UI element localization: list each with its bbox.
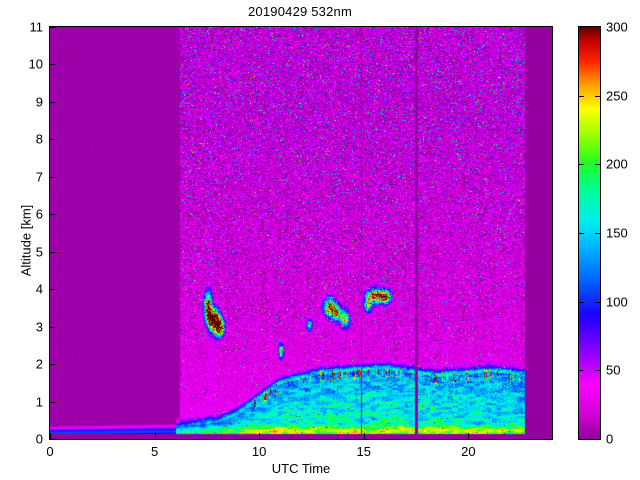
y-tick-mark — [50, 176, 56, 178]
y-tick-label: 11 — [29, 19, 44, 35]
heatmap-canvas — [50, 27, 552, 439]
colorbar-tick-mark — [579, 95, 584, 97]
y-tick-label: 5 — [35, 244, 43, 260]
colorbar-tick-label: 150 — [606, 225, 628, 241]
colorbar-tick-mark — [579, 164, 584, 166]
colorbar-tick-mark — [595, 370, 600, 372]
colorbar-tick-mark — [579, 301, 584, 303]
x-tick-label: 20 — [461, 444, 476, 459]
y-tick-mark — [50, 214, 56, 216]
x-tick-mark — [468, 433, 470, 439]
colorbar-tick-mark — [595, 95, 600, 97]
x-tick-label: 0 — [46, 444, 54, 459]
colorbar — [578, 26, 601, 440]
page-title: 20190429 532nm — [247, 4, 352, 19]
colorbar-tick-label: 250 — [606, 88, 628, 104]
colorbar-canvas — [579, 27, 600, 439]
colorbar-tick-label: 300 — [606, 19, 628, 35]
y-tick-label: 1 — [35, 394, 43, 410]
x-tick-label: 10 — [251, 444, 267, 459]
x-tick-mark — [50, 433, 51, 439]
y-tick-label: 8 — [35, 131, 43, 147]
y-tick-mark — [50, 251, 56, 253]
y-tick-mark — [50, 439, 56, 440]
colorbar-tick-label: 100 — [606, 294, 628, 310]
x-tick-label: 15 — [356, 444, 371, 459]
colorbar-tick-mark — [595, 301, 600, 303]
colorbar-tick-label: 50 — [606, 362, 621, 378]
y-tick-label: 6 — [35, 206, 43, 222]
colorbar-tick-mark — [595, 233, 600, 234]
y-tick-mark — [50, 27, 56, 28]
y-tick-label: 3 — [35, 319, 43, 335]
y-tick-label: 4 — [35, 281, 43, 297]
y-tick-mark — [50, 364, 56, 366]
y-tick-mark — [50, 139, 56, 141]
y-tick-mark — [50, 289, 56, 291]
y-tick-mark — [50, 101, 56, 103]
x-axis-label: UTC Time — [271, 461, 331, 476]
colorbar-tick-label: 0 — [606, 431, 614, 447]
x-tick-mark — [154, 433, 156, 439]
colorbar-tick-label: 200 — [606, 156, 628, 172]
x-tick-label: 5 — [150, 444, 159, 459]
y-tick-mark — [50, 326, 56, 328]
y-tick-label: 10 — [28, 56, 43, 72]
y-tick-label: 0 — [35, 431, 43, 447]
x-tick-mark — [259, 433, 261, 439]
colorbar-tick-mark — [579, 233, 584, 234]
plot-area — [49, 26, 553, 440]
colorbar-tick-mark — [595, 164, 600, 166]
y-tick-mark — [50, 64, 56, 66]
x-tick-mark — [363, 433, 365, 439]
y-tick-label: 2 — [35, 356, 43, 372]
y-tick-mark — [50, 401, 56, 403]
y-tick-label: 7 — [35, 169, 43, 185]
y-tick-label: 9 — [35, 94, 43, 110]
colorbar-tick-mark — [579, 370, 584, 372]
